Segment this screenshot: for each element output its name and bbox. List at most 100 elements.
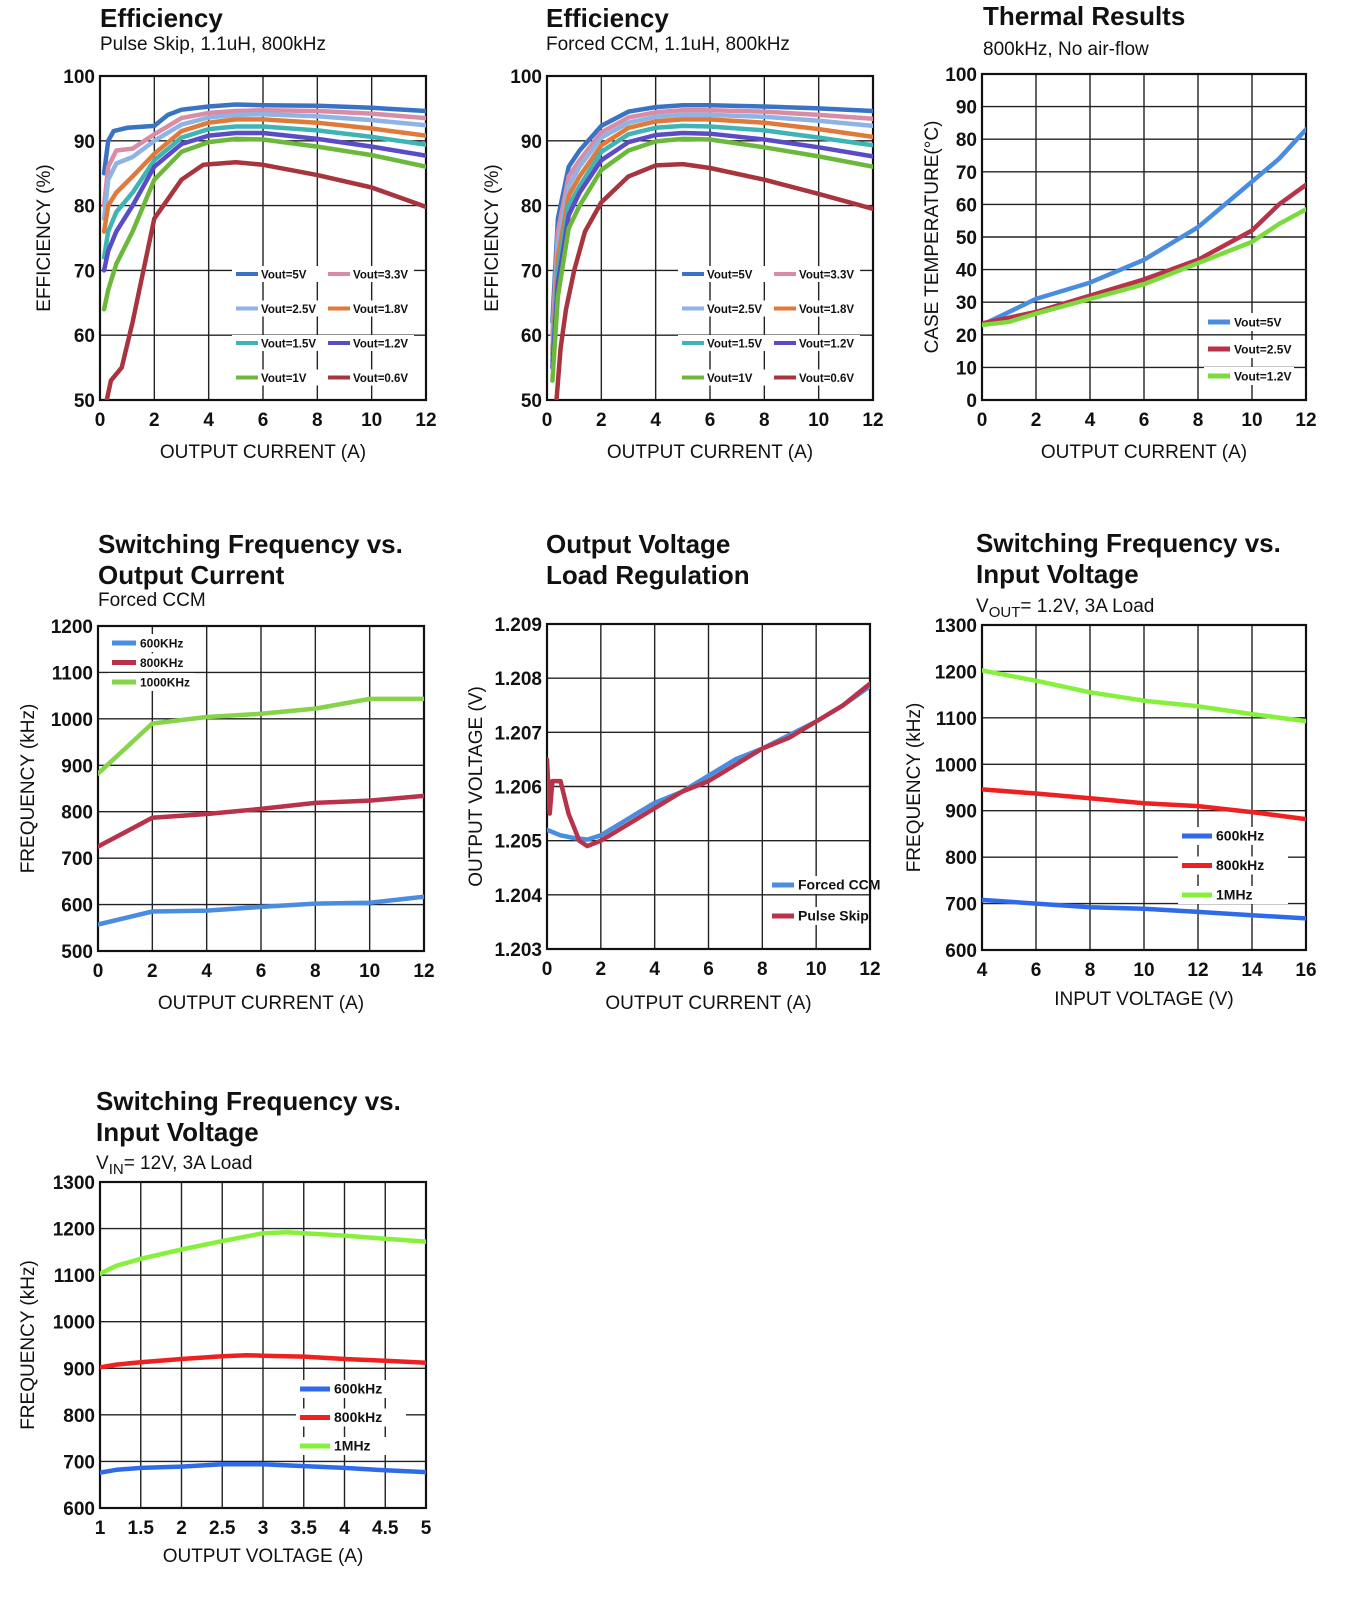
chart-subtitle: Pulse Skip, 1.1uH, 800kHz <box>100 34 327 55</box>
x-tick-label: 12 <box>1187 960 1208 981</box>
y-tick-label: 1300 <box>935 616 977 637</box>
subtitle-rest: = 1.2V, 3A Load <box>1020 596 1155 617</box>
x-tick-label: 12 <box>862 410 883 431</box>
y-tick-label: 1300 <box>53 1173 95 1194</box>
y-tick-label: 700 <box>61 849 93 870</box>
x-tick-label: 10 <box>361 410 382 431</box>
y-tick-label: 500 <box>61 942 93 963</box>
y-tick-label: 700 <box>945 895 977 916</box>
x-tick-label: 0 <box>95 410 106 431</box>
series-line <box>982 787 1306 822</box>
y-tick-label: 70 <box>74 261 95 282</box>
legend-label: 800kHz <box>334 1409 382 1425</box>
fsw-vs-vout-panel: Switching Frequency vs. Input Voltage VI… <box>0 1082 450 1598</box>
fsw-vs-vin-panel: Switching Frequency vs. Input Voltage VO… <box>900 525 1354 1025</box>
series-line <box>98 696 424 776</box>
x-tick-label: 2 <box>149 410 160 431</box>
y-tick-label: 50 <box>74 391 95 412</box>
subtitle-sub: IN <box>108 1160 124 1178</box>
y-tick-label: 800 <box>61 803 93 824</box>
series-line <box>982 207 1306 328</box>
chart-subtitle: Forced CCM, 1.1uH, 800kHz <box>546 34 790 55</box>
legend-background <box>296 1408 406 1427</box>
series-line <box>101 117 426 234</box>
chart-title: Switching Frequency vs. Output Current <box>98 529 403 590</box>
series-line <box>550 136 873 383</box>
legend-label: Vout=3.3V <box>799 270 854 282</box>
series-line <box>100 1352 426 1370</box>
y-tick-label: 1000 <box>53 1313 95 1334</box>
legend-label: 800KHz <box>140 656 183 670</box>
x-tick-label: 1.5 <box>128 1518 155 1539</box>
legend-background <box>296 1380 406 1398</box>
subtitle-sub: OUT <box>988 603 1021 621</box>
y-tick-label: 1.209 <box>494 615 542 636</box>
subtitle-rest: = 12V, 3A Load <box>123 1153 253 1174</box>
series-line <box>104 159 426 400</box>
y-axis-label: FREQUENCY (kHz) <box>18 704 39 874</box>
legend-label: Vout=1.2V <box>353 339 408 351</box>
legend-background <box>678 335 860 351</box>
y-tick-label: 50 <box>521 391 542 412</box>
x-tick-label: 4 <box>203 410 214 431</box>
x-tick-label: 6 <box>705 410 716 431</box>
chart-subtitle: 800kHz, No air-flow <box>983 39 1149 60</box>
legend-label: Pulse Skip <box>798 908 869 924</box>
x-tick-label: 3 <box>258 1518 269 1539</box>
y-tick-label: 900 <box>63 1359 95 1380</box>
legend-label: 600kHz <box>334 1381 382 1397</box>
x-tick-label: 0 <box>542 410 553 431</box>
series-line <box>554 161 873 400</box>
legend-label: Vout=1.5V <box>707 339 762 351</box>
legend-label: 1000KHz <box>140 676 190 690</box>
x-tick-label: 12 <box>413 961 434 982</box>
fsw-vs-vin-chart: 4 6 8 10 12 14 16 600 700 800 900 1000 1100 1200 1300 I… <box>904 616 1317 1010</box>
legend-background <box>1178 827 1288 845</box>
thermal-results-panel: Thermal Results 800kHz, No air-flow <box>900 0 1354 480</box>
x-tick-label: 0 <box>93 961 104 982</box>
legend-background <box>768 907 868 925</box>
y-axis-label: FREQUENCY (kHz) <box>904 703 925 873</box>
x-tick-label: 0 <box>542 959 553 980</box>
series-line <box>100 1230 426 1276</box>
x-tick-label: 4.5 <box>372 1518 399 1539</box>
y-axis-label: OUTPUT VOLTAGE (V) <box>466 686 487 887</box>
x-tick-label: 10 <box>806 959 827 980</box>
y-axis-label: FREQUENCY (kHz) <box>18 1260 39 1430</box>
x-axis-label: OUTPUT CURRENT (A) <box>158 993 364 1014</box>
x-tick-label: 6 <box>1139 410 1150 431</box>
legend-background <box>296 1437 406 1455</box>
legend-label: Vout=0.6V <box>353 373 408 385</box>
legend-background <box>678 300 860 317</box>
y-tick-label: 70 <box>956 163 977 184</box>
y-tick-label: 800 <box>945 848 977 869</box>
y-tick-label: 90 <box>74 132 95 153</box>
legend-label: Vout=2.5V <box>1234 343 1291 357</box>
y-tick-label: 30 <box>956 293 977 314</box>
legend-label: Vout=3.3V <box>353 270 408 282</box>
legend-background <box>678 266 860 282</box>
fsw-vs-iout-panel: Switching Frequency vs. Output Current F… <box>0 525 450 1025</box>
efficiency-pulse-skip-panel: Efficiency Pulse Skip, 1.1uH, 800kHz <box>0 0 450 480</box>
load-regulation-panel: Output Voltage Load Regulation <box>450 525 900 1025</box>
y-tick-label: 0 <box>966 391 977 412</box>
x-tick-label: 12 <box>1295 410 1316 431</box>
plot-frame <box>98 74 428 402</box>
y-tick-label: 90 <box>956 98 977 119</box>
y-tick-label: 1.208 <box>494 669 542 690</box>
y-tick-label: 1.206 <box>494 778 542 799</box>
y-tick-label: 1200 <box>53 1220 95 1241</box>
y-axis-label: CASE TEMPERATURE(°C) <box>922 121 943 354</box>
legend-background <box>1178 886 1288 904</box>
chart-title: Efficiency <box>100 3 223 33</box>
x-axis-label: OUTPUT CURRENT (A) <box>1041 442 1247 463</box>
legend-label: Vout=1.8V <box>353 304 408 316</box>
y-tick-label: 80 <box>956 130 977 151</box>
y-tick-label: 20 <box>956 326 977 347</box>
efficiency-forced-ccm-chart: 0 2 4 6 8 10 12 50 60 70 80 90 100 OUTPUT CURRENT (A)… <box>482 67 884 463</box>
x-axis-label: OUTPUT CURRENT (A) <box>607 442 813 463</box>
legend-label: Vout=1V <box>261 373 307 385</box>
y-tick-label: 1100 <box>52 663 93 684</box>
y-tick-label: 80 <box>74 197 95 218</box>
chart-subtitle: Forced CCM <box>98 590 206 611</box>
